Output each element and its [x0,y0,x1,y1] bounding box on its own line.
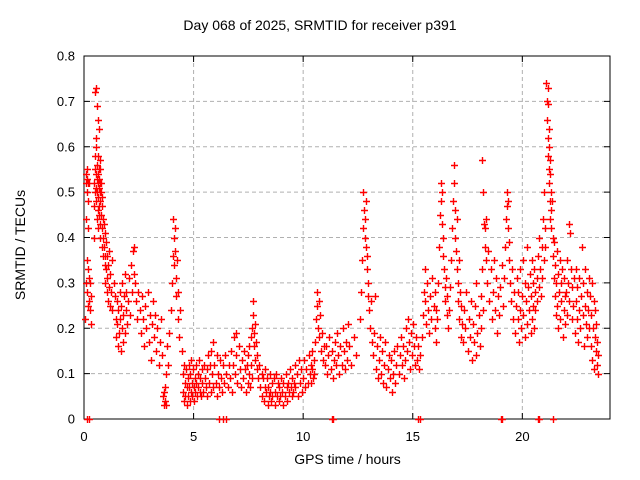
x-tick-label: 15 [406,429,420,444]
y-tick-label: 0.5 [57,185,75,200]
x-tick-label: 5 [190,429,197,444]
scatter-points [82,80,602,423]
x-axis-label: GPS time / hours [294,451,401,467]
y-tick-label: 0.4 [57,230,75,245]
y-tick-label: 0.2 [57,321,75,336]
y-tick-label: 0.6 [57,139,75,154]
chart-title: Day 068 of 2025, SRMTID for receiver p39… [183,17,457,33]
y-tick-label: 0.1 [57,366,75,381]
x-tick-label: 10 [296,429,310,444]
y-tick-label: 0 [68,412,75,427]
y-tick-label: 0.7 [57,94,75,109]
tick-marks [83,55,610,420]
y-tick-label: 0.8 [57,49,75,64]
x-tick-label: 20 [515,429,529,444]
y-tick-label: 0.3 [57,275,75,290]
grid-lines [84,56,610,419]
x-tick-label: 0 [80,429,87,444]
